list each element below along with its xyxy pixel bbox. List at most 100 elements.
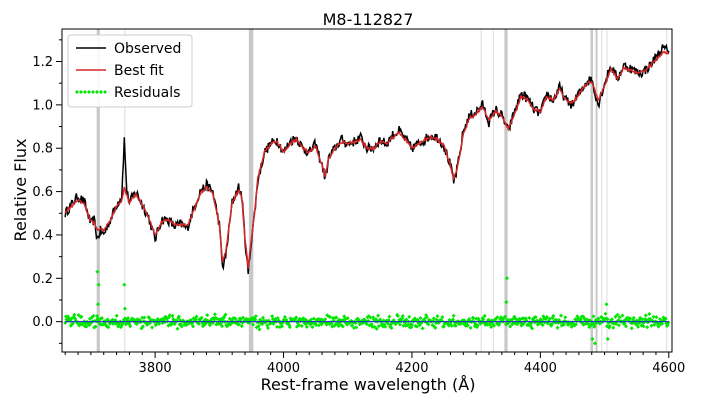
residual-point [179,324,184,329]
residual-point [559,313,564,318]
x-tick-label: 4400 [524,361,557,376]
residual-point [555,325,560,330]
residual-point [474,316,479,321]
residual-point [596,316,601,321]
masked-band [601,29,603,352]
residual-point [282,314,287,319]
residual-point [260,315,265,320]
residual-point [453,323,458,328]
legend-residual-marker [83,90,87,94]
residual-point [561,322,566,327]
residual-point [84,324,89,329]
residual-point [563,315,568,320]
residual-outlier-point [95,269,100,274]
residual-point [603,311,608,316]
residual-point [374,326,379,331]
legend-residual-marker [95,90,99,94]
legend: Observed Best fit Residuals [67,34,193,108]
residual-point [660,321,665,326]
residual-point [471,316,476,321]
residual-point [573,322,578,327]
residual-point [167,313,172,318]
residual-point [401,323,406,328]
residual-point [441,324,446,329]
residual-point [613,314,618,319]
residual-point [354,325,359,330]
residual-point [540,323,545,328]
residual-point [140,324,145,329]
residual-point [489,324,494,329]
residual-point [110,317,115,322]
residual-point [199,315,204,320]
residual-point [395,314,400,319]
residual-point [342,314,347,319]
residual-point [481,317,486,322]
residual-point [170,313,175,318]
residual-point [451,313,456,318]
residual-point [126,316,131,321]
masked-band [590,29,594,352]
residual-point [431,316,436,321]
residual-point [482,313,487,318]
residual-point [450,317,455,322]
residual-point [495,315,500,320]
legend-residual-marker [99,90,103,94]
residual-point [223,312,228,317]
masked-band [666,29,668,352]
residual-point [641,324,646,329]
residual-point [389,326,394,331]
residual-point [426,322,431,327]
residual-point [275,316,280,321]
residual-point [275,324,280,329]
legend-residual-marker [75,90,79,94]
residual-point [407,314,412,319]
residual-point [106,325,111,330]
residual-point [241,315,246,320]
residual-point [615,312,620,317]
residual-point [313,322,318,327]
residual-point [449,323,454,328]
residual-outlier-point [604,302,609,307]
residual-point [128,324,133,329]
residual-point [93,324,98,329]
residual-point [636,324,641,329]
residual-point [624,324,629,329]
residual-point [253,317,258,322]
residual-point [176,314,181,319]
residual-point [236,322,241,327]
residual-point [368,315,373,320]
residual-point [643,313,648,318]
residual-outlier-point [504,276,509,281]
residual-point [205,313,210,318]
residual-point [345,316,350,321]
residual-outlier-point [122,282,127,287]
best-fit-series-line [64,50,670,269]
residual-point [404,317,409,322]
y-tick-label: 0.2 [32,272,53,287]
y-tick-label: 1.0 [32,98,53,113]
residual-point [334,315,339,320]
residual-point [376,313,381,318]
residual-point [311,316,316,321]
x-tick-label: 4000 [267,361,300,376]
x-axis-ticks: 3800 4000 4200 4400 4600 [64,352,685,376]
residual-point [220,324,225,329]
legend-residuals-swatch [75,90,107,94]
legend-box [67,34,193,108]
residual-point [440,315,445,320]
residual-point [239,324,244,329]
residual-outlier-point [504,300,509,305]
residual-point [640,317,645,322]
masked-band [492,29,494,352]
residual-point [657,317,662,322]
residual-point [91,313,96,318]
y-tick-label: 0.0 [32,315,53,330]
residual-point [287,325,292,330]
residual-point [420,326,425,331]
y-axis-ticks: 0.0 0.2 0.4 0.6 0.8 1.0 1.2 [32,39,62,344]
y-tick-label: 0.8 [32,142,53,157]
residual-point [304,324,309,329]
residual-point [280,324,285,329]
residual-outlier-point [590,336,595,341]
